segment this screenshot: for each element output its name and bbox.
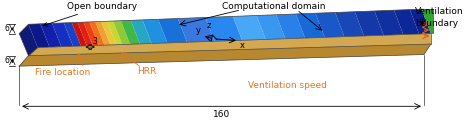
Polygon shape: [78, 22, 93, 46]
Text: 6: 6: [4, 24, 9, 33]
Text: z: z: [207, 21, 211, 30]
Polygon shape: [19, 44, 431, 66]
Polygon shape: [178, 17, 215, 42]
Text: x: x: [240, 41, 245, 50]
Text: 160: 160: [213, 110, 230, 119]
Polygon shape: [19, 24, 38, 56]
Text: Ventilation
boundary: Ventilation boundary: [415, 7, 463, 27]
Polygon shape: [205, 16, 242, 41]
Polygon shape: [101, 21, 116, 45]
Polygon shape: [355, 11, 383, 36]
Polygon shape: [421, 9, 433, 34]
Polygon shape: [52, 23, 73, 47]
Polygon shape: [256, 15, 285, 39]
Polygon shape: [28, 34, 431, 56]
Polygon shape: [410, 9, 431, 34]
Polygon shape: [276, 14, 305, 39]
Polygon shape: [316, 12, 345, 37]
Polygon shape: [83, 22, 99, 46]
Polygon shape: [95, 21, 110, 45]
Polygon shape: [121, 20, 140, 44]
Polygon shape: [374, 10, 403, 35]
Polygon shape: [90, 22, 105, 45]
Polygon shape: [394, 10, 419, 35]
Polygon shape: [28, 24, 49, 48]
Polygon shape: [158, 19, 187, 43]
Polygon shape: [40, 23, 61, 47]
Polygon shape: [233, 15, 266, 40]
Text: y: y: [196, 26, 201, 34]
Text: Fire location: Fire location: [36, 68, 91, 77]
Polygon shape: [72, 22, 87, 46]
Polygon shape: [143, 19, 167, 43]
Polygon shape: [64, 23, 81, 46]
Text: Computational domain: Computational domain: [222, 2, 325, 11]
Text: 6: 6: [4, 56, 9, 65]
Polygon shape: [131, 20, 152, 44]
Polygon shape: [296, 13, 325, 38]
Text: Open boundary: Open boundary: [44, 2, 137, 26]
Text: HRR: HRR: [137, 68, 156, 76]
Polygon shape: [113, 21, 130, 45]
Polygon shape: [107, 21, 122, 45]
Polygon shape: [335, 12, 364, 37]
Text: Ventilation speed: Ventilation speed: [248, 81, 327, 90]
Text: 3: 3: [92, 38, 97, 46]
